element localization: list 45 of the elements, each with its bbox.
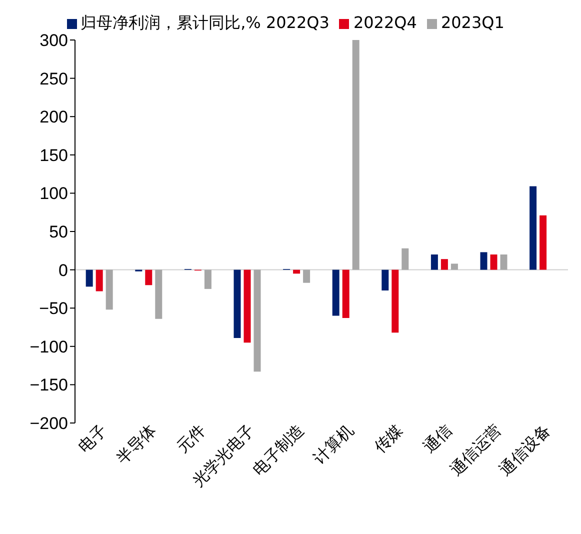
x-tick-label: 电子	[74, 420, 110, 456]
bar	[382, 270, 389, 290]
bar	[96, 270, 103, 292]
bar	[530, 186, 537, 270]
bar	[303, 270, 310, 283]
bar	[480, 252, 488, 270]
bar	[430, 254, 438, 270]
x-tick-label: 元件	[173, 420, 210, 456]
bar	[234, 270, 241, 338]
x-tick-label: 半导体	[112, 420, 160, 468]
x-tick-label: 通信	[420, 420, 456, 456]
x-tick-label: 传媒	[370, 420, 406, 456]
bar	[204, 270, 212, 289]
bar	[254, 270, 261, 372]
bar	[392, 270, 399, 333]
bar	[155, 270, 162, 319]
y-tick-label: 100	[40, 184, 68, 204]
bar	[402, 248, 409, 270]
bar	[293, 270, 300, 274]
y-tick-label: −100	[30, 337, 68, 356]
y-tick-label: −50	[39, 299, 68, 318]
bar	[86, 270, 93, 287]
y-tick-label: −150	[30, 376, 68, 395]
bar	[490, 254, 498, 270]
bar	[106, 270, 113, 310]
y-tick-label: 300	[40, 31, 68, 50]
legend-label: 2022Q4	[353, 13, 417, 32]
bar	[450, 264, 458, 270]
bar	[440, 259, 448, 270]
legend-label: 2023Q1	[440, 13, 504, 32]
legend-label: 归母净利润，累计同比,% 2022Q3	[80, 13, 330, 32]
bar	[352, 40, 360, 270]
bar	[500, 254, 508, 270]
y-tick-label: 200	[40, 108, 68, 127]
y-tick-label: 0	[58, 260, 68, 280]
y-tick-label: 50	[49, 222, 68, 242]
y-tick-label: 250	[40, 69, 68, 88]
y-tick-label: 150	[40, 146, 68, 165]
bar	[332, 270, 340, 316]
x-tick-label: 计算机	[310, 420, 357, 468]
bar	[540, 215, 547, 270]
bar	[244, 270, 251, 343]
y-tick-label: −200	[30, 414, 68, 434]
bar	[145, 270, 152, 286]
bar	[342, 270, 350, 318]
